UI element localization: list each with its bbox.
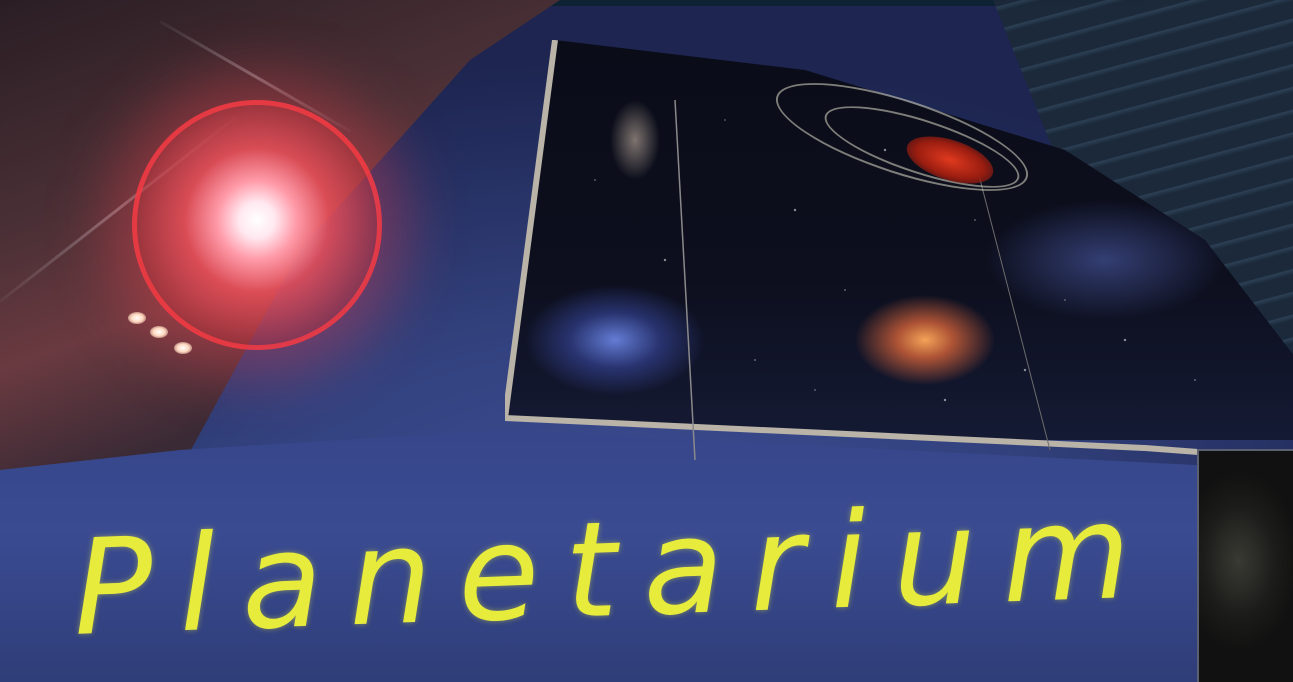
ceiling-spotlight [128,312,146,324]
planetarium-sign: Planetarium [71,474,1160,666]
sign-text: Planetarium [70,474,1160,666]
ceiling-spotlight [174,342,192,354]
ceiling-spotlight [150,326,168,338]
flare-ring [132,100,382,350]
top-edge [0,0,1293,6]
inset-thumbnail [1197,449,1293,682]
exhibit-wall [0,430,1293,682]
